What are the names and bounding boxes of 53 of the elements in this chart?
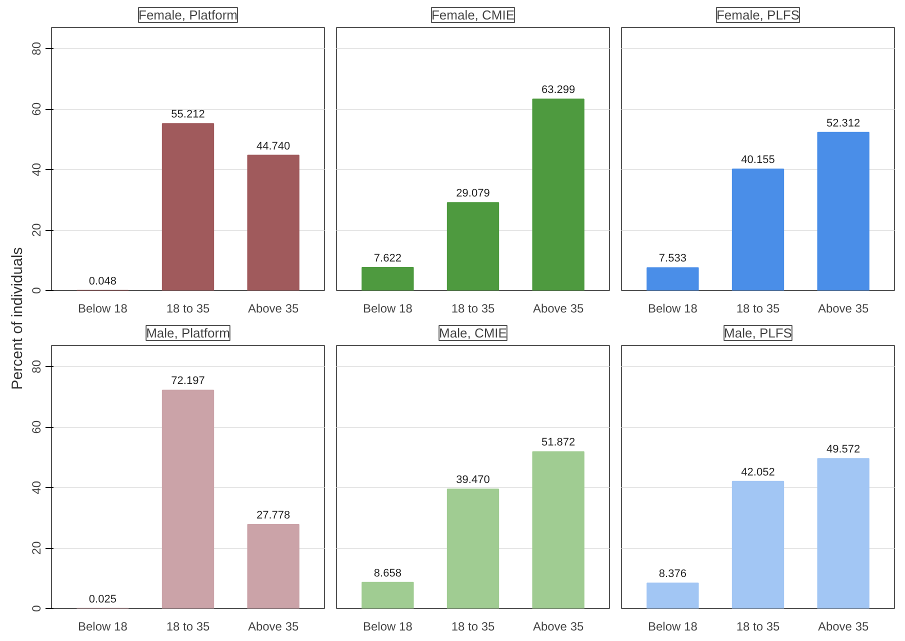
x-tick-label: 18 to 35	[451, 302, 496, 316]
data-label: 44.740	[256, 140, 290, 152]
x-tick-label: 18 to 35	[736, 302, 780, 316]
data-label: 8.658	[374, 567, 402, 580]
data-label: 42.052	[741, 466, 775, 478]
data-label: 8.376	[658, 568, 686, 580]
y-tick-label: 40	[30, 480, 44, 494]
y-tick-label: 40	[30, 162, 44, 176]
y-axis-title: Percent of individuals	[8, 247, 26, 390]
x-tick-label: 18 to 35	[166, 620, 210, 634]
x-tick-label: 18 to 35	[166, 302, 210, 316]
x-tick-label: Below 18	[78, 302, 128, 316]
x-tick-label: Above 35	[248, 620, 299, 634]
data-label: 39.470	[456, 474, 490, 486]
y-tick-label: 20	[30, 541, 44, 555]
chart-title: Female, PLFS	[716, 8, 800, 22]
chart-title: Male, CMIE	[439, 326, 508, 340]
chart-title: Male, Platform	[146, 326, 230, 340]
chart-title: Female, CMIE	[431, 8, 515, 22]
chart-title: Male, PLFS	[724, 326, 792, 340]
y-tick-label: 0	[30, 604, 44, 612]
chart-title: Female, Platform	[138, 8, 238, 22]
x-tick-label: Above 35	[818, 302, 869, 316]
x-tick-label: 18 to 35	[736, 620, 780, 634]
x-tick-label: Below 18	[363, 302, 413, 316]
data-label: 40.155	[741, 154, 775, 166]
x-tick-label: Above 35	[532, 302, 584, 316]
x-tick-label: Below 18	[363, 620, 413, 634]
x-tick-label: Above 35	[818, 620, 869, 634]
data-label: 55.212	[171, 108, 205, 121]
y-tick-label: 80	[30, 360, 44, 374]
data-label: 72.197	[171, 375, 205, 388]
x-tick-label: Below 18	[648, 620, 698, 634]
data-label: 63.299	[541, 84, 576, 96]
x-tick-label: Above 35	[532, 620, 584, 634]
data-label: 52.312	[826, 117, 860, 130]
data-label: 51.872	[541, 436, 576, 449]
y-tick-label: 60	[30, 420, 44, 434]
x-tick-label: 18 to 35	[451, 620, 496, 634]
x-tick-label: Below 18	[78, 620, 128, 634]
x-tick-label: Above 35	[248, 302, 299, 316]
y-tick-label: 80	[30, 42, 44, 56]
y-tick-label: 60	[30, 102, 44, 116]
data-label: 0.025	[88, 593, 116, 606]
data-label: 29.079	[456, 188, 490, 200]
data-label: 0.048	[88, 275, 116, 288]
x-tick-label: Below 18	[648, 302, 698, 316]
y-tick-label: 20	[30, 223, 44, 237]
data-label: 7.622	[374, 252, 402, 264]
data-label: 27.778	[256, 510, 290, 522]
y-tick-label: 0	[30, 286, 44, 294]
data-label: 49.572	[826, 444, 860, 456]
data-label: 7.533	[658, 252, 686, 265]
